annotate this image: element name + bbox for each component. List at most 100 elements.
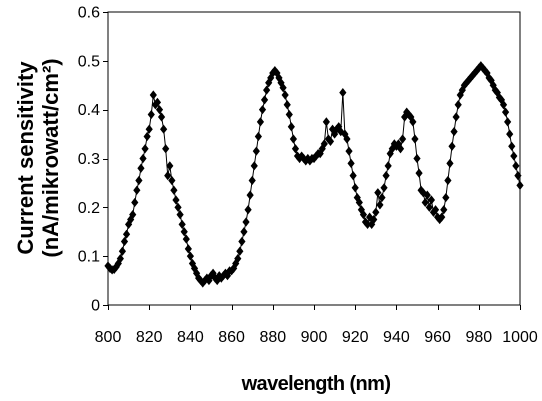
data-point (452, 112, 460, 122)
data-point (153, 97, 162, 107)
y-tick-label: 0.6 (78, 5, 100, 22)
data-point (188, 258, 197, 269)
data-point (147, 109, 155, 120)
data-point (120, 236, 129, 247)
data-point (160, 124, 168, 134)
data-point (176, 210, 184, 220)
x-tick-label: 960 (424, 329, 451, 346)
data-point (333, 124, 341, 134)
data-point (248, 175, 256, 186)
data-point (112, 262, 120, 272)
x-tick-label: 860 (218, 329, 245, 346)
data-point (349, 170, 357, 181)
data-point (477, 61, 485, 71)
data-point (250, 161, 258, 171)
data-point (411, 134, 419, 144)
data-point (396, 144, 405, 154)
data-point (293, 151, 302, 161)
data-point (184, 244, 192, 254)
data-point (174, 202, 182, 212)
data-point (246, 190, 254, 200)
data-point (240, 227, 248, 237)
data-point (378, 192, 386, 203)
data-point (514, 170, 522, 181)
x-tick-label: 940 (383, 329, 410, 346)
data-point (166, 161, 174, 171)
data-point (339, 87, 347, 98)
x-tick-label: 920 (342, 329, 369, 346)
data-point (485, 73, 493, 83)
data-point (341, 129, 349, 139)
data-point (497, 95, 506, 105)
data-point (186, 251, 194, 261)
data-point (230, 263, 238, 273)
data-point (380, 183, 388, 193)
data-point (162, 144, 170, 154)
data-point (390, 139, 398, 149)
data-point (386, 149, 394, 159)
y-tick-label: 0.1 (78, 249, 100, 266)
x-tick-label: 900 (301, 329, 328, 346)
data-point (347, 158, 355, 168)
data-point (263, 85, 271, 95)
data-point (442, 192, 450, 203)
y-tick-label: 0.5 (78, 53, 100, 70)
data-point (394, 139, 403, 149)
data-point (431, 205, 440, 215)
data-point (157, 112, 166, 122)
data-point (398, 134, 407, 144)
data-point (322, 117, 330, 127)
data-point (143, 131, 151, 142)
data-point (155, 105, 164, 115)
data-point (499, 100, 508, 110)
data-point (180, 227, 188, 237)
data-point (487, 75, 495, 85)
data-point (244, 205, 252, 215)
data-point (197, 275, 205, 286)
data-point (318, 144, 326, 154)
data-point (454, 100, 462, 110)
data-point (271, 66, 279, 76)
data-point (421, 197, 429, 208)
data-point (279, 83, 287, 93)
data-point (164, 170, 172, 181)
data-point (145, 124, 153, 134)
data-point (275, 73, 283, 83)
data-point (172, 195, 180, 205)
data-point (236, 246, 244, 256)
data-point (267, 73, 275, 83)
data-point (446, 158, 454, 168)
data-point (501, 107, 510, 117)
data-point (141, 144, 149, 154)
data-point (277, 78, 285, 88)
data-point (425, 202, 433, 212)
y-axis: 0 0.1 0.2 0.3 0.4 0.5 0.6 (78, 5, 108, 315)
data-point (491, 85, 499, 95)
data-point (337, 127, 345, 137)
data-point (359, 210, 368, 220)
data-point (182, 234, 190, 244)
x-tick-label: 800 (95, 329, 122, 346)
data-point (269, 68, 277, 78)
data-point (256, 117, 265, 127)
x-axis: 800 820 840 860 880 900 920 940 960 980 1000 (95, 305, 538, 346)
data-point (512, 161, 520, 171)
data-point (504, 117, 512, 127)
data-point (135, 175, 143, 186)
data-point (116, 254, 124, 264)
data-point (436, 214, 444, 225)
y-tick-label: 0 (91, 298, 100, 315)
data-point (403, 107, 411, 117)
x-tick-label: 840 (177, 329, 204, 346)
data-point (133, 185, 141, 195)
data-point (320, 139, 328, 149)
data-point (281, 90, 289, 100)
y-axis-label-line2: (nA/mikrowatt/cm²) (38, 58, 63, 257)
data-point (489, 80, 497, 90)
data-point (392, 141, 400, 151)
data-point (291, 144, 300, 154)
data-point (326, 136, 335, 147)
y-tick-label: 0.3 (78, 151, 100, 168)
data-point (335, 122, 343, 132)
data-point (343, 134, 351, 144)
